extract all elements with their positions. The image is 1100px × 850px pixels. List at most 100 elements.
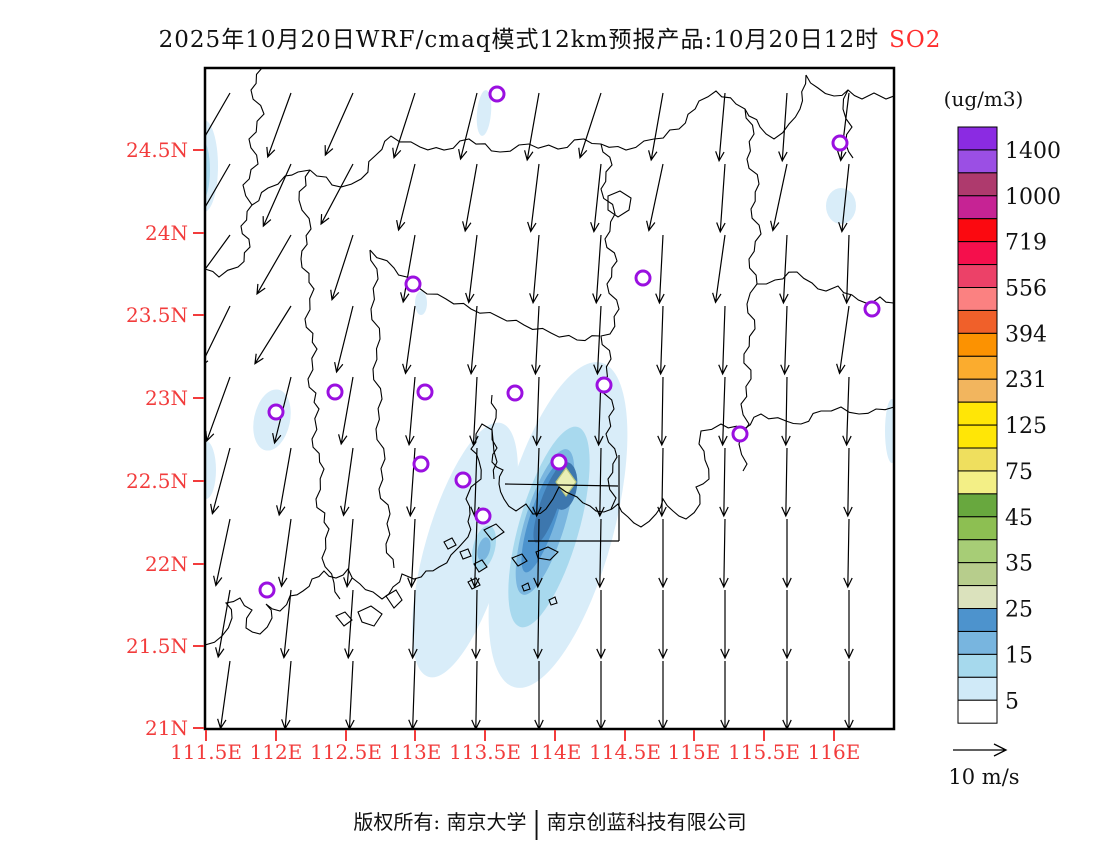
wind-arrow [338, 376, 354, 446]
wind-arrow [206, 163, 231, 207]
wind-arrow [842, 234, 852, 305]
lat-tick-label: 23.5N [126, 303, 188, 327]
wind-arrow [324, 92, 354, 157]
wind-arrow [343, 518, 354, 589]
wind-arrow [838, 163, 850, 234]
wind-arrow [781, 376, 791, 447]
wind-arrow [720, 590, 730, 660]
species-label: SO2 [889, 27, 942, 53]
so2-plume-pale [253, 389, 291, 451]
region-box-line [504, 483, 619, 487]
legend-label: 231 [1005, 368, 1047, 393]
wind-arrow [406, 447, 416, 518]
island-outline [521, 582, 531, 592]
lon-tick-label: 112E [250, 740, 303, 764]
legend-cell [957, 516, 998, 541]
figure-title: 2025年10月20日WRF/cmaq模式12km预报产品:10月20日12时 S… [0, 20, 1100, 54]
station-marker [267, 403, 285, 421]
legend-cell [957, 195, 998, 220]
wind-arrow [462, 163, 478, 233]
so2-plume-pale [206, 441, 216, 499]
legend-cell [957, 309, 998, 334]
wind-arrow [531, 305, 541, 376]
province-boundary [251, 169, 311, 206]
wind-arrow [266, 92, 292, 159]
legend-cell [957, 378, 998, 403]
province-boundary [805, 74, 893, 100]
legend-cell [957, 562, 998, 587]
wind-arrow [344, 589, 354, 660]
wind-arrow [782, 590, 792, 660]
map-frame [203, 66, 896, 731]
wind-arrow [719, 518, 729, 589]
wind-arrow [782, 661, 792, 728]
lon-tick-label: 115E [668, 740, 721, 764]
legend-cell [957, 676, 998, 701]
wind-arrow [402, 305, 416, 375]
so2-plume-pale [885, 399, 893, 463]
legend-label: 25 [1005, 598, 1033, 623]
wind-arrow [836, 305, 850, 375]
wind-arrow [658, 590, 668, 660]
wind-arrow [281, 660, 292, 728]
wind-arrow [782, 519, 792, 589]
station-marker [863, 300, 881, 318]
wind-arrow [720, 661, 730, 728]
lon-tick-label: 114.5E [589, 740, 661, 764]
station-marker [258, 581, 276, 599]
island-outline [443, 537, 457, 550]
island-outline [467, 577, 481, 590]
wind-arrow [405, 376, 416, 447]
so2-plume-pale [415, 291, 427, 315]
wind-arrow [842, 376, 852, 447]
wind-arrow [280, 589, 292, 660]
island-outline [548, 596, 558, 606]
wind-arrow [206, 376, 231, 443]
legend-units: (ug/m3) [944, 87, 1024, 111]
title-text: 2025年10月20日WRF/cmaq模式12km预报产品:10月20日12时 [158, 27, 880, 53]
wind-arrow [844, 590, 854, 660]
wind-arrow [408, 660, 418, 728]
island-outline [511, 553, 528, 567]
wind-arrow [340, 447, 354, 517]
lat-tick-label: 24N [145, 221, 188, 245]
wind-arrow [407, 518, 417, 589]
copyright-left: 版权所有: 南京大学 [353, 810, 527, 834]
legend-cell [957, 699, 998, 724]
legend-label: 1400 [1005, 139, 1061, 164]
wind-arrow [712, 234, 726, 304]
legend-label: 35 [1005, 552, 1033, 577]
legend-label: 45 [1005, 506, 1033, 531]
map-content [206, 69, 893, 728]
legend-label: 556 [1005, 277, 1047, 302]
island-outline [607, 190, 632, 218]
legend-cell [957, 332, 998, 357]
lon-tick-label: 111.5E [170, 740, 242, 764]
wind-arrow [658, 661, 668, 728]
wind-arrow [590, 163, 602, 234]
wind-arrow [843, 518, 853, 589]
legend-cell [957, 355, 998, 380]
legend-cell [957, 470, 998, 495]
lat-tick-label: 23N [145, 386, 188, 410]
so2-plume-pale [826, 188, 856, 224]
station-marker [326, 383, 344, 401]
wind-arrow [458, 92, 478, 161]
wind-arrow [400, 234, 416, 304]
wind-arrow [206, 234, 231, 270]
wind-arrow [780, 305, 790, 376]
wind-arrow [532, 447, 542, 518]
legend-cell [957, 401, 998, 426]
so2-plume-l2 [206, 144, 210, 196]
wind-arrow [213, 518, 231, 587]
island-outline [473, 559, 488, 573]
province-boundary [842, 89, 854, 159]
lat-tick-label: 21.5N [126, 634, 188, 658]
wind-arrow [593, 305, 603, 376]
lat-tick-label: 24.5N [126, 138, 188, 162]
wind-arrow [471, 589, 481, 660]
station-marker [412, 455, 430, 473]
wind-arrow [658, 519, 668, 589]
lon-tick-label: 113E [389, 740, 442, 764]
